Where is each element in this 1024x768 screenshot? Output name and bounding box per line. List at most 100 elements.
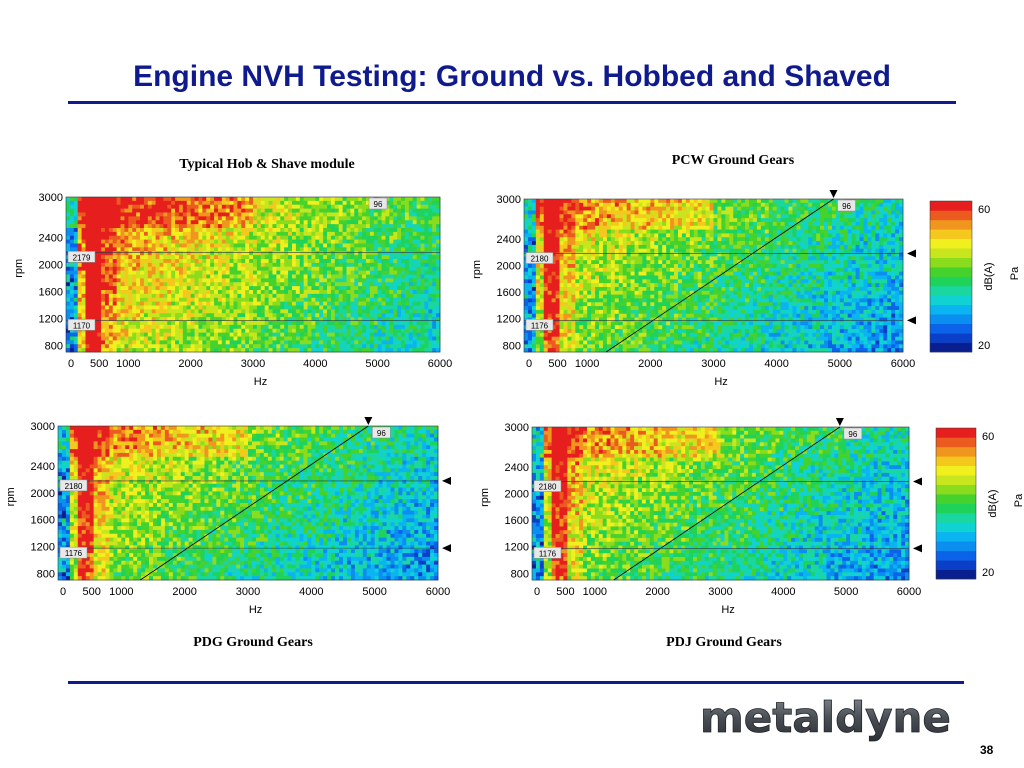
heatmap-cell <box>350 247 355 252</box>
heatmap-cell <box>136 305 141 310</box>
heatmap-cell <box>315 278 320 283</box>
heatmap-cell <box>260 259 266 264</box>
heatmap-cell <box>249 235 254 241</box>
heatmap-cell <box>693 221 699 227</box>
heatmap-cell <box>369 305 375 310</box>
heatmap-cell <box>654 233 659 238</box>
heatmap-cell <box>638 214 643 219</box>
heatmap-cell <box>85 305 90 310</box>
heatmap-cell <box>186 336 192 341</box>
heatmap-cell <box>685 218 691 223</box>
heatmap-cell <box>217 344 223 349</box>
heatmap-cell <box>178 305 184 310</box>
heatmap-cell <box>186 200 192 206</box>
heatmap-cell <box>284 305 289 310</box>
heatmap-cell <box>705 202 710 208</box>
heatmap-cell <box>101 321 106 326</box>
heatmap-cell <box>404 282 410 287</box>
heatmap-cell <box>527 199 533 204</box>
heatmap-cell <box>272 286 277 291</box>
heatmap-cell <box>428 197 433 202</box>
heatmap-cell <box>571 233 576 238</box>
heatmap-cell <box>397 231 402 237</box>
heatmap-cell <box>851 214 857 219</box>
heatmap-cell <box>650 199 655 204</box>
heatmap-cell <box>206 231 211 237</box>
heatmap-cell <box>225 332 231 337</box>
heatmap-cell <box>272 239 277 244</box>
heatmap-cell <box>245 231 250 237</box>
heatmap-cell <box>280 224 285 229</box>
heatmap-cell <box>237 220 242 225</box>
heatmap-cell <box>264 200 269 206</box>
heatmap-cell <box>539 221 545 227</box>
heatmap-cell <box>241 321 246 326</box>
heatmap-cell <box>245 344 250 349</box>
heatmap-cell <box>268 328 273 334</box>
heatmap-cell <box>385 328 390 334</box>
heatmap-cell <box>241 212 246 217</box>
heatmap-cell <box>171 262 176 268</box>
heatmap-cell <box>401 305 406 310</box>
heatmap-cell <box>354 297 359 303</box>
heatmap-cell <box>729 237 734 242</box>
heatmap-cell <box>128 340 133 345</box>
heatmap-cell <box>112 239 118 244</box>
heatmap-cell <box>202 293 207 299</box>
heatmap-cell <box>820 233 825 238</box>
heatmap-cell <box>424 220 429 225</box>
heatmap-cell <box>268 231 273 237</box>
heatmap-cell <box>249 197 254 202</box>
heatmap-cell <box>159 235 164 241</box>
heatmap-cell <box>272 243 277 248</box>
heatmap-cell <box>674 237 679 242</box>
heatmap-cell <box>69 224 75 229</box>
heatmap-cell <box>404 224 410 229</box>
heatmap-cell <box>221 317 227 322</box>
heatmap-cell <box>81 262 86 268</box>
heatmap-cell <box>871 237 876 242</box>
heatmap-cell <box>217 301 223 306</box>
heatmap-cell <box>229 328 234 334</box>
heatmap-cell <box>206 197 211 202</box>
heatmap-cell <box>327 313 332 318</box>
heatmap-cell <box>217 282 223 287</box>
heatmap-cell <box>159 309 164 314</box>
heatmap-cell <box>311 328 316 334</box>
heatmap-cell <box>346 228 351 233</box>
heatmap-cell <box>397 204 402 210</box>
heatmap-cell <box>264 224 269 229</box>
heatmap-cell <box>610 199 616 204</box>
heatmap-cell <box>198 204 203 210</box>
heatmap-cell <box>77 239 82 244</box>
heatmap-cell <box>685 229 691 234</box>
heatmap-cell <box>132 220 137 225</box>
heatmap-cell <box>752 206 758 211</box>
heatmap-cell <box>709 214 714 219</box>
heatmap-cell <box>535 241 541 246</box>
heatmap-cell <box>685 199 691 204</box>
heatmap-cell <box>299 243 305 248</box>
heatmap-cell <box>229 336 234 341</box>
heatmap-cell <box>365 301 371 306</box>
heatmap-cell <box>327 216 332 221</box>
heatmap-cell <box>812 206 817 211</box>
heatmap-cell <box>194 270 199 275</box>
heatmap-cell <box>404 239 410 244</box>
heatmap-cell <box>618 206 624 211</box>
heatmap-cell <box>214 286 219 291</box>
heatmap-cell <box>365 266 371 272</box>
heatmap-cell <box>685 225 691 231</box>
heatmap-cell <box>167 204 172 210</box>
heatmap-cell <box>291 228 297 233</box>
heatmap-cell <box>299 204 305 210</box>
heatmap-cell <box>85 336 90 341</box>
heatmap-cell <box>225 251 231 256</box>
heatmap-cell <box>436 220 441 225</box>
heatmap-cell <box>416 204 421 210</box>
heatmap-cell <box>393 305 398 310</box>
heatmap-cell <box>587 221 592 227</box>
heatmap-cell <box>389 340 394 345</box>
heatmap-cell <box>268 243 273 248</box>
heatmap-cell <box>256 336 262 341</box>
